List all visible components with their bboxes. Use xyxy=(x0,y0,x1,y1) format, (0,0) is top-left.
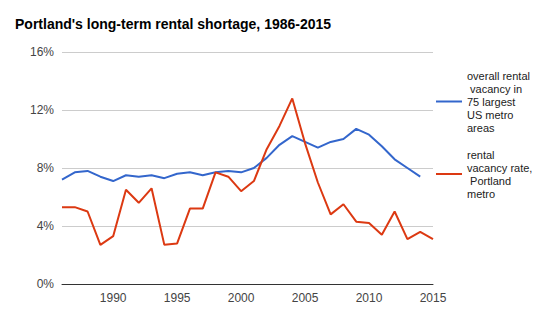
svg-text:1990: 1990 xyxy=(100,291,127,305)
svg-text:4%: 4% xyxy=(37,219,55,233)
svg-text:areas: areas xyxy=(467,122,495,134)
svg-text:vacancy rate,: vacancy rate, xyxy=(467,162,532,174)
svg-text:2010: 2010 xyxy=(356,291,383,305)
svg-text:US metro: US metro xyxy=(467,109,517,121)
svg-text:Portland: Portland xyxy=(467,175,514,187)
svg-text:Portland's long-term rental sh: Portland's long-term rental shortage, 19… xyxy=(15,16,331,32)
svg-text:75 largest: 75 largest xyxy=(467,96,518,108)
svg-text:2015: 2015 xyxy=(420,291,447,305)
svg-text:12%: 12% xyxy=(30,103,54,117)
svg-text:overall rental: overall rental xyxy=(467,70,530,82)
svg-text:vacancy in: vacancy in xyxy=(467,83,525,95)
svg-text:2005: 2005 xyxy=(292,291,319,305)
svg-text:metro: metro xyxy=(467,188,495,200)
svg-text:16%: 16% xyxy=(30,45,54,59)
svg-text:rental: rental xyxy=(467,149,498,161)
svg-text:1995: 1995 xyxy=(164,291,191,305)
svg-text:0%: 0% xyxy=(37,277,55,291)
svg-text:2000: 2000 xyxy=(228,291,255,305)
svg-text:8%: 8% xyxy=(37,161,55,175)
